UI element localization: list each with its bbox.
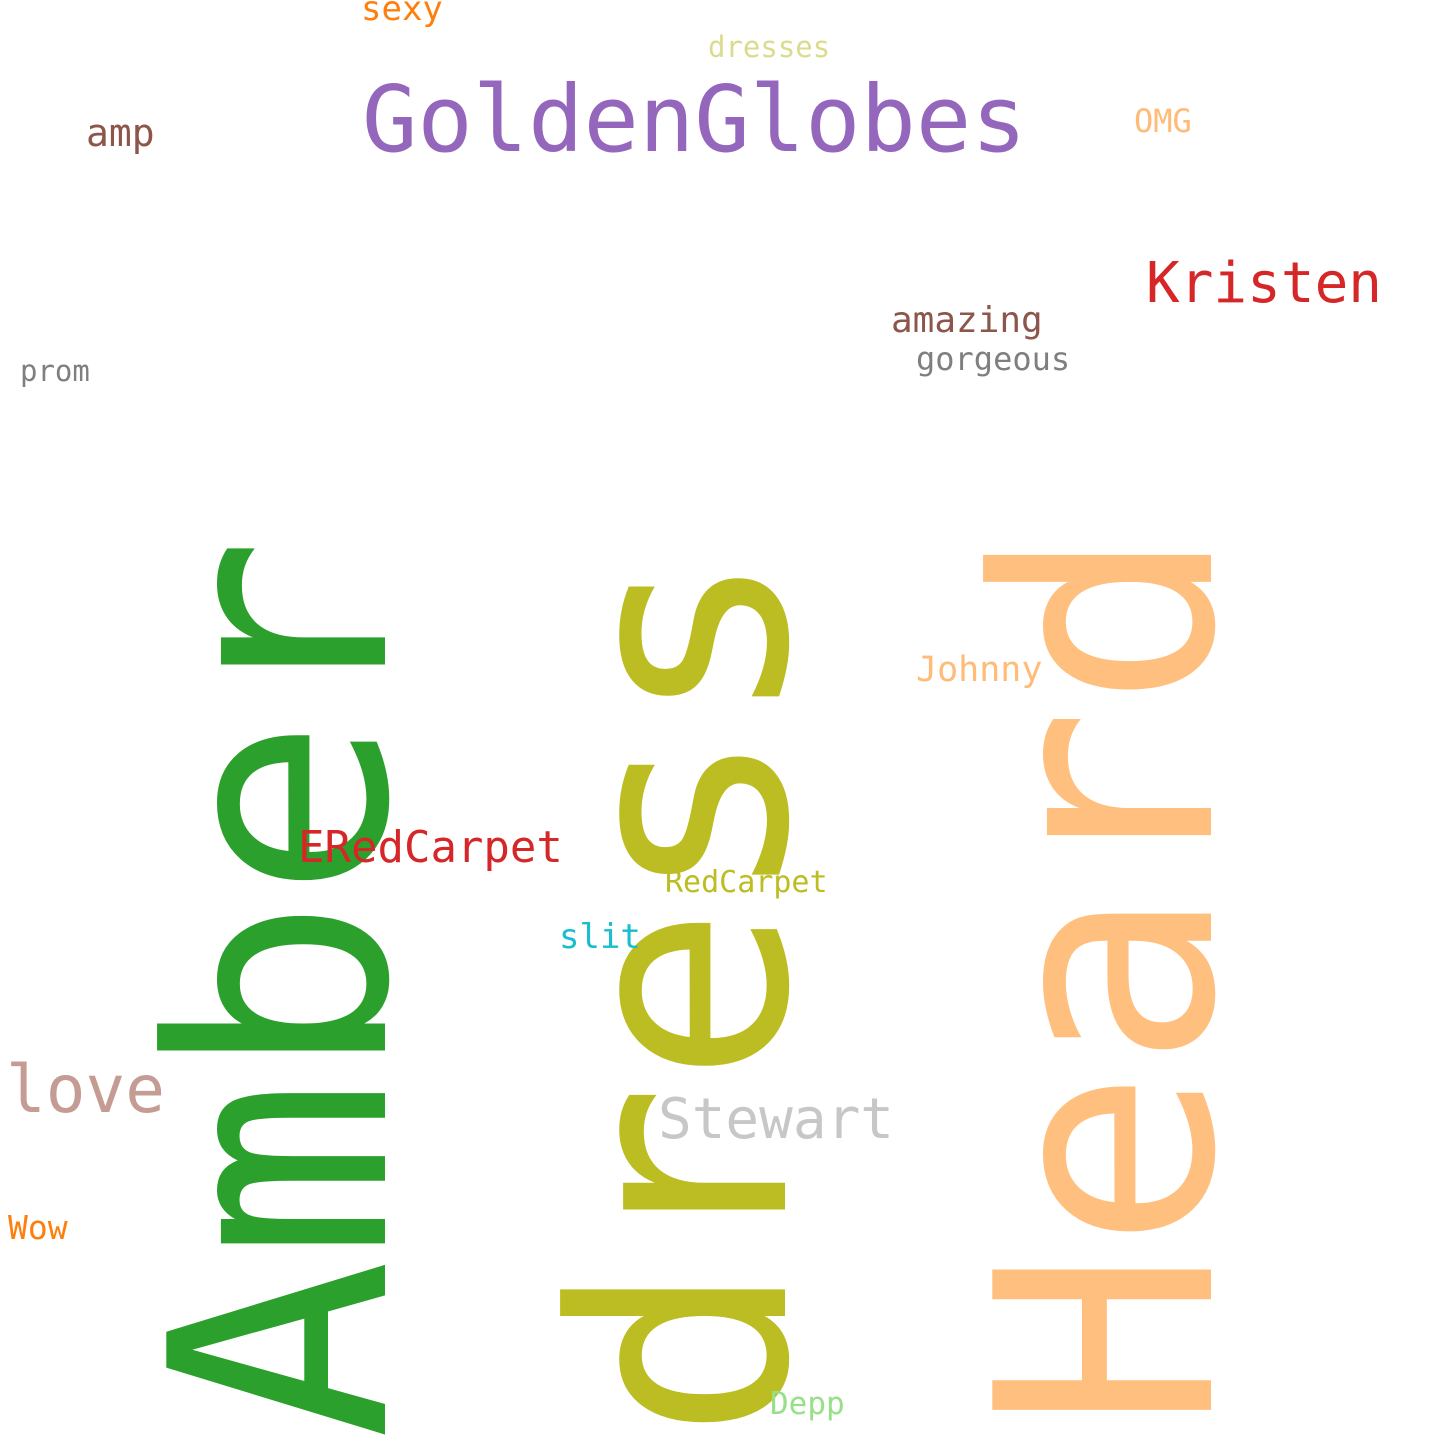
word-depp: Depp (770, 1386, 845, 1422)
word-redcarpet: RedCarpet (665, 865, 828, 900)
word-dresses: dresses (708, 30, 831, 64)
word-stewart: Stewart (658, 1087, 895, 1152)
word-slit: slit (559, 917, 641, 957)
word-amp: amp (86, 111, 155, 155)
word-kristen: Kristen (1146, 251, 1383, 316)
word-amazing: amazing (891, 300, 1043, 341)
word-dress: dress (510, 548, 855, 1440)
word-johnny: Johnny (916, 650, 1043, 690)
word-love: love (6, 1051, 165, 1128)
word-eredcarpet: ERedCarpet (298, 822, 563, 873)
word-amber: Amber (107, 536, 456, 1440)
word-prom: prom (20, 354, 90, 388)
word-goldenglobes: GoldenGlobes (362, 66, 1027, 173)
word-wow: Wow (8, 1208, 68, 1247)
word-sexy: sexy (361, 0, 443, 29)
word-gorgeous: gorgeous (916, 340, 1071, 378)
word-omg: OMG (1134, 102, 1192, 140)
